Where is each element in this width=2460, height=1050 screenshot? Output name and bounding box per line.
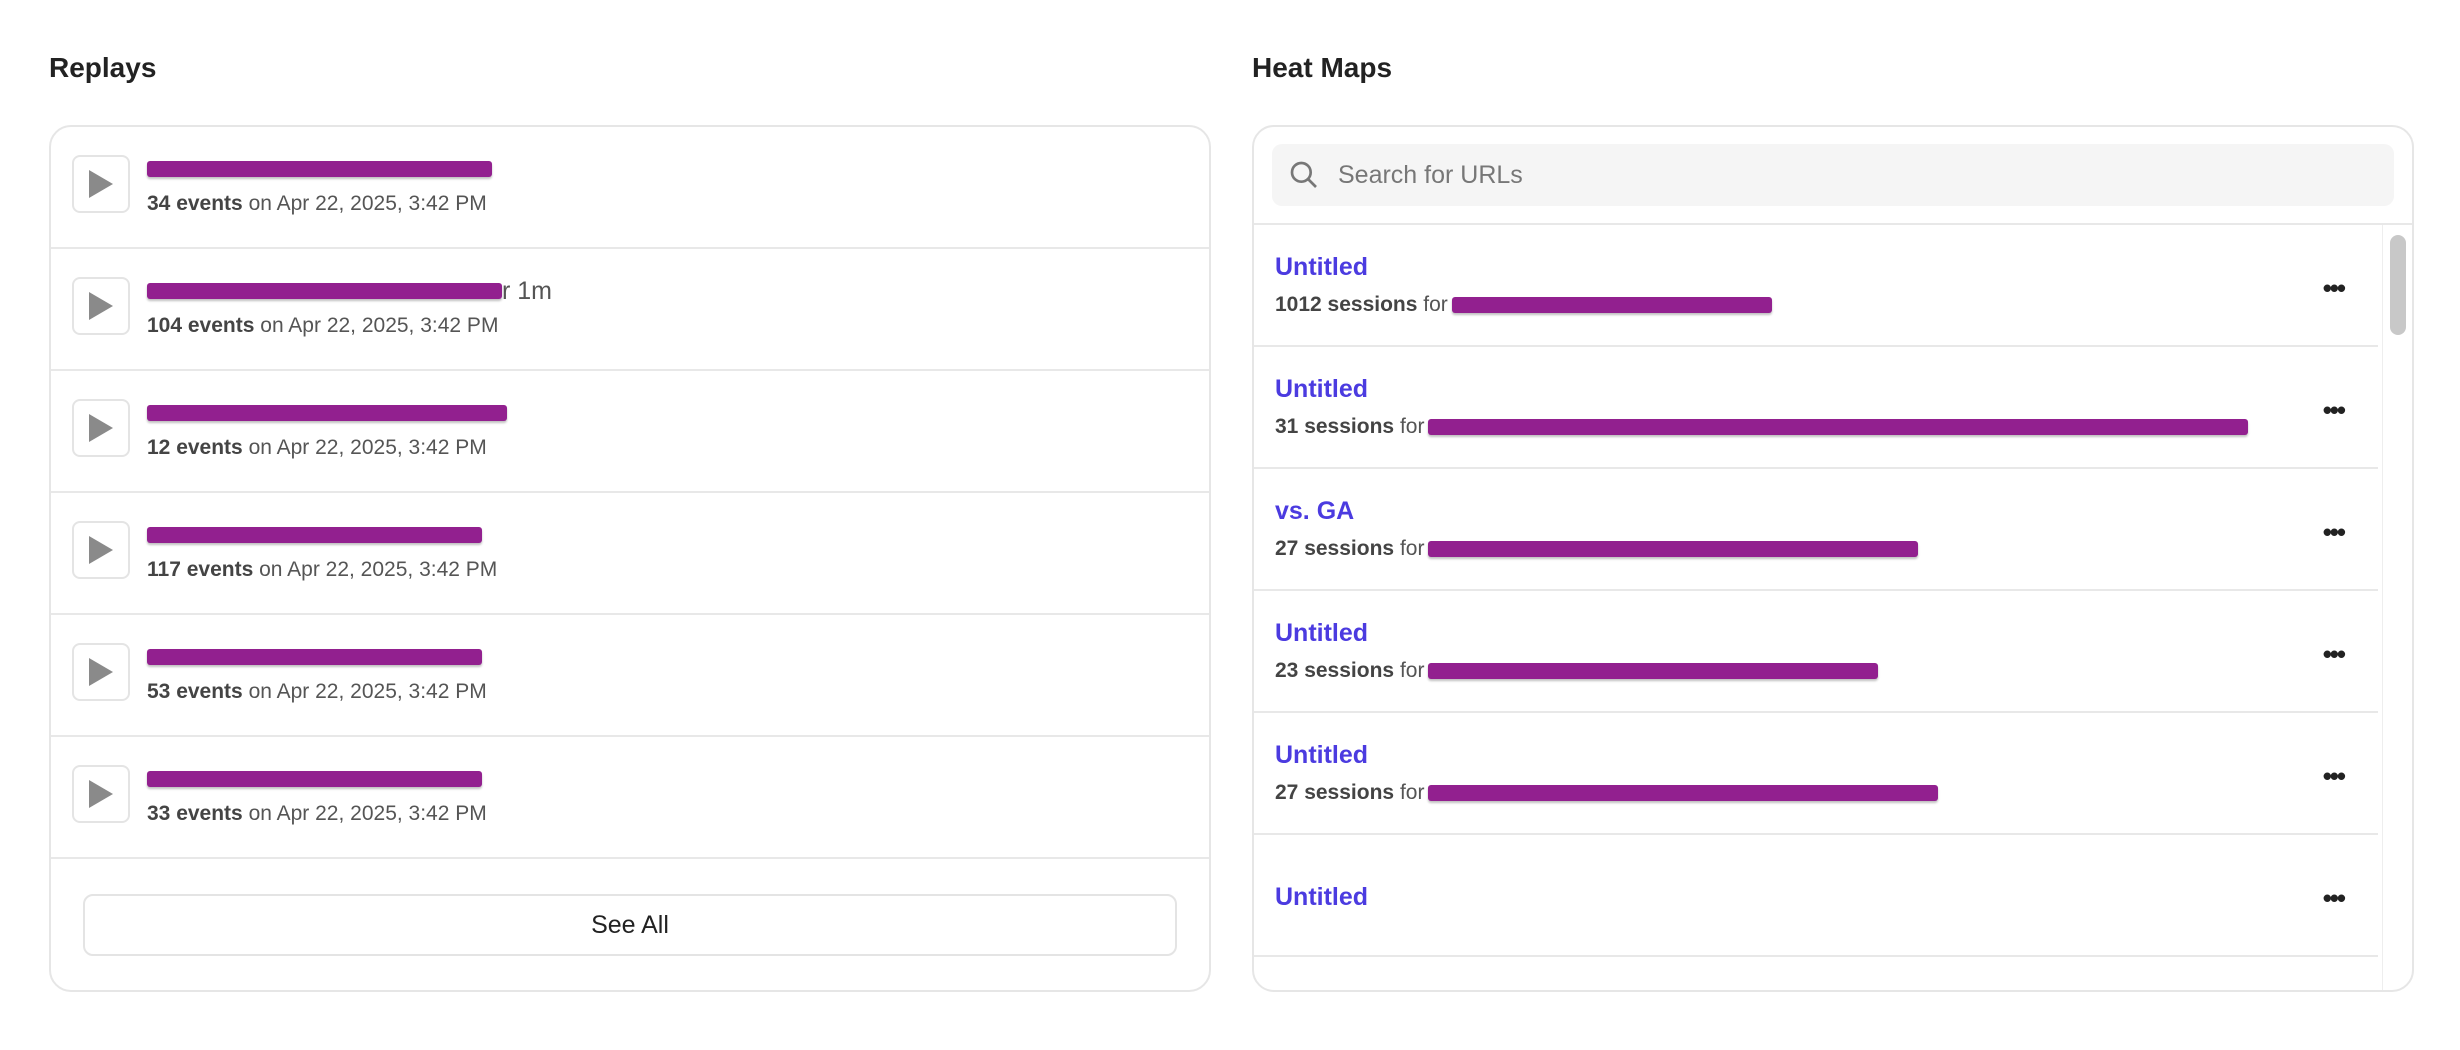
play-icon [89, 292, 113, 320]
play-button[interactable] [72, 155, 130, 213]
play-button[interactable] [72, 277, 130, 335]
replay-row[interactable]: 53 events on Apr 22, 2025, 3:42 PM [51, 615, 1209, 737]
replay-meta: 53 events on Apr 22, 2025, 3:42 PM [147, 680, 487, 703]
play-button[interactable] [72, 521, 130, 579]
heatmap-list: Untitled 1012 sessions for ••• Untitled … [1254, 223, 2412, 990]
search-input[interactable] [1338, 160, 2236, 190]
replay-row[interactable]: 33 events on Apr 22, 2025, 3:42 PM [51, 737, 1209, 859]
play-icon [89, 658, 113, 686]
play-button[interactable] [72, 765, 130, 823]
play-icon [89, 780, 113, 808]
play-icon [89, 536, 113, 564]
replay-row[interactable]: 117 events on Apr 22, 2025, 3:42 PM [51, 493, 1209, 615]
heatmap-title-link[interactable]: Untitled [1275, 375, 1369, 403]
heatmap-row[interactable]: Untitled 27 sessions for ••• [1254, 713, 2378, 835]
more-options-icon[interactable]: ••• [2322, 273, 2346, 303]
heatmap-row[interactable]: Untitled 1012 sessions for ••• [1254, 225, 2378, 347]
replay-meta: 104 events on Apr 22, 2025, 3:42 PM [147, 314, 499, 337]
replay-meta: 117 events on Apr 22, 2025, 3:42 PM [147, 558, 498, 581]
heatmap-row[interactable]: Untitled 31 sessions for ••• [1254, 347, 2378, 469]
heatmap-title-link[interactable]: Untitled [1275, 619, 1369, 647]
more-options-icon[interactable]: ••• [2322, 883, 2346, 913]
url-search[interactable] [1272, 144, 2394, 206]
heatmap-title-link[interactable]: Untitled [1275, 883, 1369, 911]
replay-user-link[interactable] [147, 399, 507, 428]
play-icon [89, 414, 113, 442]
heatmaps-card: Untitled 1012 sessions for ••• Untitled … [1252, 125, 2414, 992]
replay-row[interactable]: r 1m 104 events on Apr 22, 2025, 3:42 PM [51, 249, 1209, 371]
heatmap-row[interactable]: Untitled ••• [1254, 835, 2378, 957]
replay-row[interactable]: 12 events on Apr 22, 2025, 3:42 PM [51, 371, 1209, 493]
more-options-icon[interactable]: ••• [2322, 639, 2346, 669]
replay-user-link[interactable] [147, 521, 482, 550]
replay-user-link[interactable] [147, 155, 492, 184]
scrollbar-thumb[interactable] [2390, 235, 2406, 335]
heatmap-meta: 27 sessions for [1275, 537, 1919, 561]
heatmap-meta: 31 sessions for [1275, 415, 2249, 439]
play-button[interactable] [72, 643, 130, 701]
replay-user-link[interactable] [147, 765, 482, 794]
heatmap-meta: 1012 sessions for [1275, 293, 1772, 317]
heatmap-meta: 23 sessions for [1275, 659, 1879, 683]
heatmap-title-link[interactable]: vs. GA [1275, 497, 1355, 525]
heatmap-meta: 27 sessions for [1275, 781, 1939, 805]
replay-meta: 34 events on Apr 22, 2025, 3:42 PM [147, 192, 487, 215]
more-options-icon[interactable]: ••• [2322, 761, 2346, 791]
heatmap-row[interactable]: Untitled 23 sessions for ••• [1254, 591, 2378, 713]
heatmap-title-link[interactable]: Untitled [1275, 741, 1369, 769]
more-options-icon[interactable]: ••• [2322, 517, 2346, 547]
replays-title: Replays [49, 52, 157, 83]
heatmap-row[interactable]: vs. GA 27 sessions for ••• [1254, 469, 2378, 591]
heatmap-title-link[interactable]: Untitled [1275, 253, 1369, 281]
replays-card: 34 events on Apr 22, 2025, 3:42 PM r 1m … [49, 125, 1211, 992]
scrollbar-track[interactable] [2382, 225, 2412, 990]
play-button[interactable] [72, 399, 130, 457]
play-icon [89, 170, 113, 198]
search-icon [1290, 161, 1317, 188]
replay-user-link[interactable]: r 1m [147, 277, 552, 306]
more-options-icon[interactable]: ••• [2322, 395, 2346, 425]
replay-row[interactable]: 34 events on Apr 22, 2025, 3:42 PM [51, 127, 1209, 249]
replay-meta: 12 events on Apr 22, 2025, 3:42 PM [147, 436, 487, 459]
heatmaps-title: Heat Maps [1252, 52, 1393, 83]
replay-user-link[interactable] [147, 643, 482, 672]
see-all-button[interactable]: See All [83, 894, 1177, 956]
replay-meta: 33 events on Apr 22, 2025, 3:42 PM [147, 802, 487, 825]
